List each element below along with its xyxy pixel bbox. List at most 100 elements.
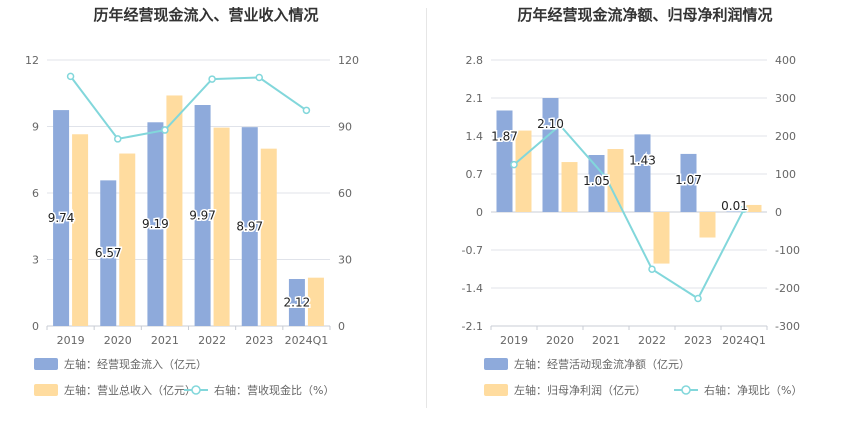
bar[interactable] xyxy=(726,211,743,212)
line-point[interactable] xyxy=(602,173,610,182)
line-point[interactable] xyxy=(556,121,564,129)
right-axis: 0 30 60 90 120 xyxy=(338,54,359,333)
right-tick-label: 200 xyxy=(775,130,796,143)
legend-label: 右轴：营收现金比（%） xyxy=(214,383,334,397)
bar[interactable] xyxy=(588,155,605,212)
series-line xyxy=(513,123,745,300)
legend-item[interactable]: 右轴：营收现金比（%） xyxy=(184,383,334,397)
line-point[interactable] xyxy=(302,106,311,115)
right-tick-label: 90 xyxy=(338,121,352,134)
legend: 左轴：经营活动现金流净额（亿元） 左轴：归母净利润（亿元） 右轴：净现比（%） xyxy=(484,357,802,397)
bar[interactable] xyxy=(260,148,277,326)
line-point[interactable] xyxy=(694,294,702,303)
legend-item[interactable]: 左轴：经营活动现金流净额（亿元） xyxy=(484,357,690,371)
line-point[interactable] xyxy=(161,126,169,134)
bar[interactable] xyxy=(307,277,324,326)
bar[interactable] xyxy=(745,204,762,212)
legend-swatch xyxy=(484,358,508,370)
bar[interactable] xyxy=(561,162,578,212)
legend-item[interactable]: 左轴：归母净利润（亿元） xyxy=(484,383,646,397)
bar[interactable] xyxy=(496,110,513,212)
bar[interactable] xyxy=(194,104,211,326)
bar-series-1 xyxy=(496,98,743,212)
bar[interactable] xyxy=(100,180,117,326)
series-line xyxy=(69,75,307,141)
line-point[interactable] xyxy=(66,72,75,81)
bar[interactable] xyxy=(680,153,697,212)
line-point[interactable] xyxy=(740,205,748,213)
bar[interactable] xyxy=(119,153,136,326)
legend-label: 左轴：营业总收入（亿元） xyxy=(64,383,196,397)
left-tick-label: 3 xyxy=(32,254,39,267)
bar[interactable] xyxy=(241,127,258,326)
line-point[interactable] xyxy=(255,73,263,82)
left-tick-label: 12 xyxy=(25,54,39,67)
chart-title: 历年经营现金流入、营业收入情况 xyxy=(93,6,318,24)
left-tick-label: 0 xyxy=(32,320,39,333)
data-label: 1.07 xyxy=(675,173,702,187)
bar[interactable] xyxy=(542,98,559,212)
line-point[interactable] xyxy=(510,160,518,169)
line-point[interactable] xyxy=(648,265,656,273)
left-tick-label: 0.7 xyxy=(466,168,484,181)
legend-item[interactable]: 左轴：营业总收入（亿元） xyxy=(34,383,196,397)
legend-label: 左轴：经营现金流入（亿元） xyxy=(64,357,207,371)
right-tick-label: 100 xyxy=(775,168,796,181)
bar[interactable] xyxy=(166,95,183,326)
right-tick-label: 400 xyxy=(775,54,796,67)
bar[interactable] xyxy=(653,212,670,264)
left-tick-label: 1.4 xyxy=(466,130,484,143)
x-axis: 2019 2020 2021 2022 2023 2024Q1 xyxy=(490,326,768,347)
right-tick-label: 60 xyxy=(338,187,352,200)
right-tick-label: 30 xyxy=(338,254,352,267)
chart-title: 历年经营现金流净额、归母净利润情况 xyxy=(517,6,772,24)
legend-item[interactable]: 左轴：经营现金流入（亿元） xyxy=(34,357,207,371)
bar[interactable] xyxy=(53,110,70,326)
left-tick-label: 9 xyxy=(32,121,39,134)
right-tick-label: 0 xyxy=(775,206,782,219)
x-tick-label: 2019 xyxy=(500,334,528,347)
left-tick-label: 6 xyxy=(32,187,39,200)
chart-2: 历年经营现金流净额、归母净利润情况 -2.1 -1.4 -0.7 0 0.7 1.4 2.1 2… xyxy=(462,6,803,397)
x-tick-label: 2023 xyxy=(684,334,712,347)
left-tick-label: 2.1 xyxy=(466,92,484,105)
x-tick-label: 2019 xyxy=(57,334,85,347)
left-tick-label: -2.1 xyxy=(462,320,483,333)
bar-series-1 xyxy=(53,104,305,326)
bar-series-2 xyxy=(515,130,762,264)
legend-swatch xyxy=(484,384,508,396)
legend-swatch xyxy=(34,358,58,370)
bar[interactable] xyxy=(288,279,305,326)
legend-label: 左轴：归母净利润（亿元） xyxy=(514,383,646,397)
x-tick-label: 2022 xyxy=(198,334,226,347)
line-series xyxy=(510,121,748,303)
right-tick-label: 120 xyxy=(338,54,359,67)
data-label: 6.57 xyxy=(95,246,122,260)
bar[interactable] xyxy=(72,134,89,326)
data-labels: 9.74 6.57 9.19 9.97 8.97 2.12 xyxy=(46,207,312,311)
bar[interactable] xyxy=(515,130,532,212)
line-point[interactable] xyxy=(114,135,122,143)
line-point[interactable] xyxy=(208,75,216,83)
left-axis: -2.1 -1.4 -0.7 0 0.7 1.4 2.1 2.8 xyxy=(462,54,767,333)
right-axis: -300 -200 -100 0 100 200 300 400 xyxy=(775,54,800,333)
legend-item[interactable]: 右轴：净现比（%） xyxy=(674,383,802,397)
bar[interactable] xyxy=(147,122,164,326)
bar[interactable] xyxy=(607,149,624,212)
legend-label: 右轴：净现比（%） xyxy=(704,383,802,397)
x-tick-label: 2021 xyxy=(151,334,179,347)
x-tick-label: 2020 xyxy=(546,334,574,347)
left-tick-label: 2.8 xyxy=(466,54,484,67)
left-axis: 0 3 6 9 12 xyxy=(25,54,330,333)
right-tick-label: 0 xyxy=(338,320,345,333)
bar[interactable] xyxy=(634,134,651,212)
right-tick-label: -200 xyxy=(775,282,800,295)
bar[interactable] xyxy=(699,212,716,238)
data-label: 8.97 xyxy=(236,220,263,234)
bar[interactable] xyxy=(213,127,230,326)
data-label: 1.43 xyxy=(629,153,656,167)
x-tick-label: 2024Q1 xyxy=(722,334,766,347)
